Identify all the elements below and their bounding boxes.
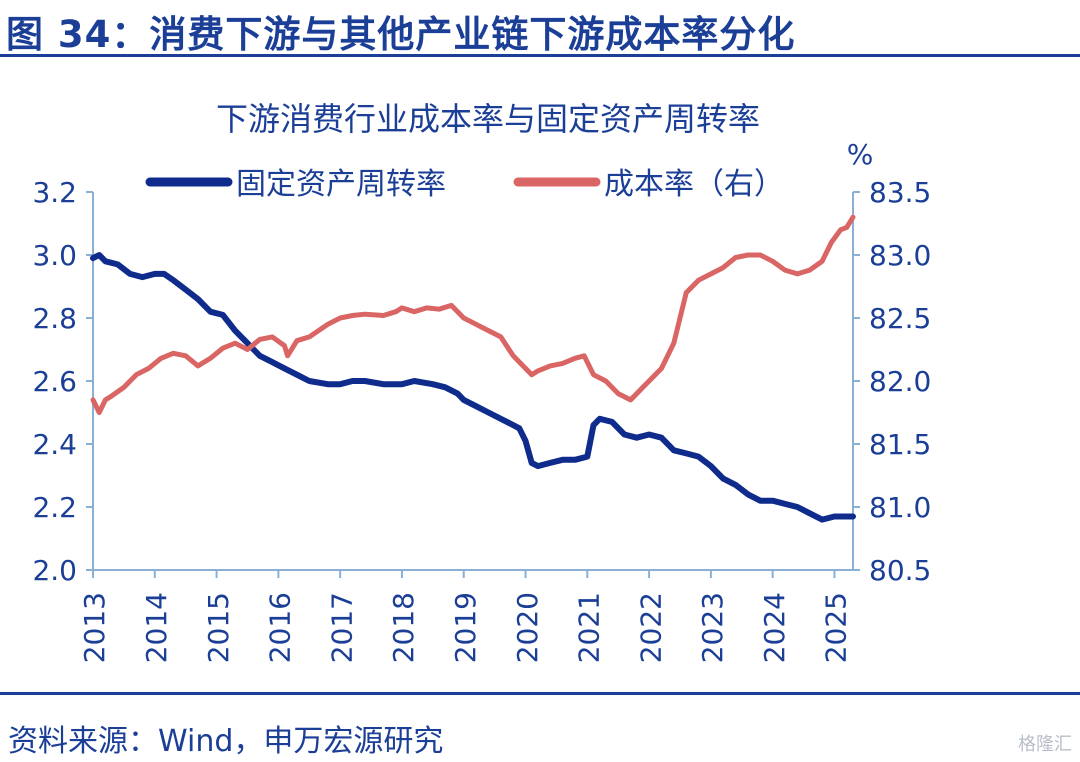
x-axis-tick-label: 2024 [758,592,791,663]
left-axis-tick-label: 2.8 [32,302,77,335]
x-axis-tick-label: 2025 [820,592,853,663]
axes: 2.0 2.2 2.4 2.6 2.8 3.0 3.2 80.5 81.0 81.5 82.0 82.… [32,176,931,663]
x-axis-tick-label: 2020 [511,592,544,663]
x-axis-tick-label: 2018 [387,592,420,663]
legend: 固定资产周转率 成本率（右） [145,167,784,202]
x-axis-tick-label: 2023 [696,592,729,663]
x-axis-tick-label: 2016 [264,592,297,663]
right-axis-tick-label: 83.5 [869,176,931,209]
figure-title: 图 34：消费下游与其他产业链下游成本率分化 [6,13,796,56]
footer-rule [0,692,1080,695]
right-axis-tick-label: 82.5 [869,302,931,335]
x-axis-tick-label: 2017 [325,592,358,663]
x-axis-tick-label: 2022 [634,592,667,663]
legend-label-cost: 成本率（右） [604,167,784,202]
source-note: 资料来源：Wind，申万宏源研究 [8,724,444,759]
left-axis-tick-label: 2.0 [32,554,77,587]
chart: 下游消费行业成本率与固定资产周转率 % 固定资产周转率 成本率（右） 2.02.… [32,100,931,663]
right-axis-tick-label: 81.5 [869,428,931,461]
series-line-cost [90,214,856,415]
right-axis-unit: % [847,138,874,171]
left-axis-tick-label: 2.6 [32,365,77,398]
legend-label-turnover: 固定资产周转率 [236,167,446,202]
right-axis-tick-label: 81.0 [869,491,931,524]
x-axis-tick-label: 2021 [573,592,606,663]
title-rule [0,54,1080,57]
right-axis-tick-label: 80.5 [869,554,931,587]
left-axis-tick-label: 3.2 [32,176,77,209]
series-line-turnover [90,252,856,523]
series-layer [90,214,856,523]
left-axis-tick-label: 2.2 [32,491,77,524]
left-axis-tick-label: 3.0 [32,239,77,272]
x-axis-tick-label: 2015 [202,592,235,663]
right-axis-tick-label: 83.0 [869,239,931,272]
right-axis-tick-label: 82.0 [869,365,931,398]
x-axis-tick-label: 2014 [140,592,173,663]
x-axis-tick-label: 2013 [78,592,111,663]
x-axis-tick-label: 2019 [449,592,482,663]
left-axis-tick-label: 2.4 [32,428,77,461]
watermark: 格隆汇 [1018,734,1072,755]
chart-title: 下游消费行业成本率与固定资产周转率 [216,100,760,138]
